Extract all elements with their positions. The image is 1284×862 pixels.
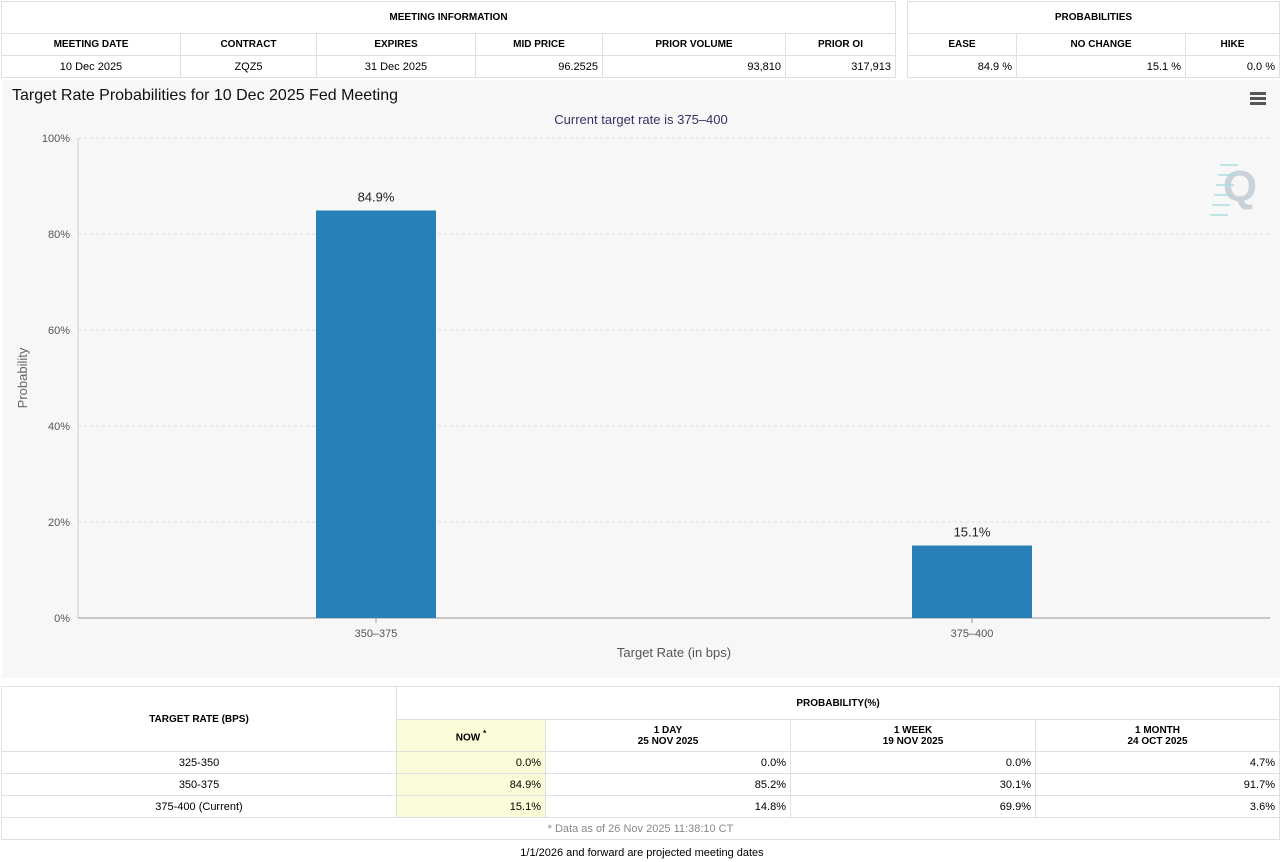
- x-tick-label: 350–375: [355, 628, 398, 640]
- header-contract: CONTRACT: [180, 33, 317, 56]
- y-tick-label: 100%: [42, 133, 70, 145]
- expires-value: 31 Dec 2025: [316, 55, 476, 78]
- row-1-week: 30.1%: [790, 773, 1036, 796]
- table-row: 325-350 0.0% 0.0% 0.0% 4.7%: [1, 751, 1280, 774]
- chart-title: Target Rate Probabilities for 10 Dec 202…: [12, 87, 398, 104]
- header-probability: PROBABILITY(%): [396, 686, 1280, 720]
- prior-oi-value: 317,913: [785, 55, 896, 78]
- header-now-mark: *: [482, 727, 487, 738]
- probabilities-table: PROBABILITIES EASE NO CHANGE HIKE 84.9 %…: [907, 1, 1280, 78]
- ease-value: 84.9 %: [907, 55, 1017, 78]
- hike-value: 0.0 %: [1185, 55, 1280, 78]
- hamburger-menu-icon[interactable]: [1250, 92, 1266, 105]
- header-now: NOW *: [396, 719, 546, 752]
- probabilities-title: PROBABILITIES: [907, 1, 1280, 34]
- prior-volume-value: 93,810: [602, 55, 786, 78]
- meeting-information-table: MEETING INFORMATION MEETING DATE CONTRAC…: [1, 1, 896, 78]
- x-axis-title: Target Rate (in bps): [617, 645, 731, 660]
- row-rate: 375-400 (Current): [1, 795, 397, 818]
- header-1-week-date: 19 NOV 2025: [882, 735, 944, 747]
- row-1-month: 3.6%: [1035, 795, 1280, 818]
- chart-subtitle: Current target rate is 375–400: [554, 112, 728, 127]
- y-tick-label: 40%: [48, 421, 70, 433]
- row-1-month: 91.7%: [1035, 773, 1280, 796]
- bar-chart: 0% 20% 40% 60% 80% 100% 84.9% 350–375 15.1% 375–4…: [15, 133, 1270, 660]
- projected-dates-note: 1/1/2026 and forward are projected meeti…: [520, 847, 764, 859]
- header-1-month: 1 MONTH 24 OCT 2025: [1035, 719, 1280, 752]
- header-mid-price: MID PRICE: [475, 33, 603, 56]
- y-tick-label: 0%: [54, 613, 70, 625]
- header-ease: EASE: [907, 33, 1017, 56]
- header-now-label: NOW: [455, 732, 481, 744]
- row-now: 84.9%: [396, 773, 546, 796]
- header-prior-oi: PRIOR OI: [785, 33, 896, 56]
- header-target-rate: TARGET RATE (BPS): [1, 686, 397, 752]
- header-prior-volume: PRIOR VOLUME: [602, 33, 786, 56]
- mid-price-value: 96.2525: [475, 55, 603, 78]
- row-1-month: 4.7%: [1035, 751, 1280, 774]
- y-tick-label: 60%: [48, 325, 70, 337]
- meeting-information-title: MEETING INFORMATION: [1, 1, 896, 34]
- header-no-change: NO CHANGE: [1016, 33, 1186, 56]
- header-1-day: 1 DAY 25 NOV 2025: [545, 719, 791, 752]
- header-meeting-date: MEETING DATE: [1, 33, 181, 56]
- contract-value: ZQZ5: [180, 55, 317, 78]
- table-row: 375-400 (Current) 15.1% 14.8% 69.9% 3.6%: [1, 795, 1280, 818]
- row-rate: 325-350: [1, 751, 397, 774]
- target-rate-table: TARGET RATE (BPS) PROBABILITY(%) NOW * 1…: [1, 686, 1280, 840]
- bar-0: [316, 210, 436, 619]
- row-1-day: 14.8%: [545, 795, 791, 818]
- y-axis-title: Probability: [15, 347, 30, 408]
- y-tick-label: 80%: [48, 229, 70, 241]
- table-row: 350-375 84.9% 85.2% 30.1% 91.7%: [1, 773, 1280, 796]
- header-1-week-label: 1 WEEK: [893, 724, 933, 736]
- q-logo-letter: Q: [1223, 162, 1257, 211]
- row-rate: 350-375: [1, 773, 397, 796]
- header-1-day-date: 25 NOV 2025: [637, 735, 699, 747]
- x-tick-label: 375–400: [951, 628, 994, 640]
- header-1-week: 1 WEEK 19 NOV 2025: [790, 719, 1036, 752]
- row-1-week: 0.0%: [790, 751, 1036, 774]
- y-tick-label: 20%: [48, 517, 70, 529]
- no-change-value: 15.1 %: [1016, 55, 1186, 78]
- chart-panel: 0% 20% 40% 60% 80% 100% 84.9% 350–375 15.1% 375–4…: [2, 80, 1280, 678]
- data-timestamp-footnote: * Data as of 26 Nov 2025 11:38:10 CT: [1, 817, 1280, 840]
- row-now: 15.1%: [396, 795, 546, 818]
- data-label: 84.9%: [358, 189, 395, 204]
- row-1-day: 85.2%: [545, 773, 791, 796]
- header-expires: EXPIRES: [316, 33, 476, 56]
- meeting-date-value: 10 Dec 2025: [1, 55, 181, 78]
- header-hike: HIKE: [1185, 33, 1280, 56]
- header-1-day-label: 1 DAY: [653, 724, 683, 736]
- header-1-month-date: 24 OCT 2025: [1127, 735, 1188, 747]
- q-logo-icon: Q: [1210, 162, 1257, 216]
- row-1-week: 69.9%: [790, 795, 1036, 818]
- data-label: 15.1%: [954, 525, 991, 540]
- bar-1: [912, 545, 1032, 618]
- row-now: 0.0%: [396, 751, 546, 774]
- row-1-day: 0.0%: [545, 751, 791, 774]
- header-1-month-label: 1 MONTH: [1135, 724, 1180, 736]
